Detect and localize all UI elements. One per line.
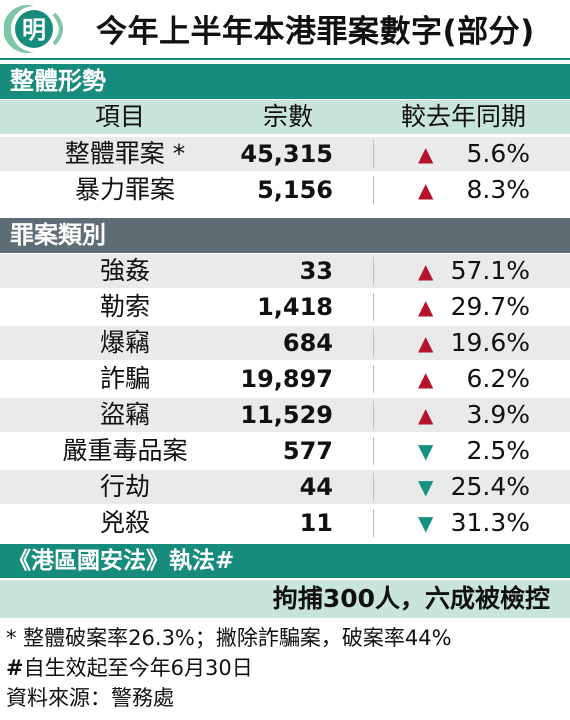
column-divider <box>373 257 374 285</box>
table-row: 勒索 1,418 ▲ 29.7% <box>0 290 570 324</box>
column-divider <box>373 365 374 393</box>
table-row: 強姦 33 ▲ 57.1% <box>0 254 570 288</box>
row-change: 3.9% <box>466 400 530 429</box>
row-count: 45,315 <box>240 140 333 168</box>
triangle-down-icon: ▼ <box>418 511 434 535</box>
triangle-down-icon: ▼ <box>418 475 434 499</box>
row-change: 2.5% <box>466 436 530 465</box>
title-bar: 明 今年上半年本港罪案數字(部分) <box>0 0 570 58</box>
triangle-up-icon: ▲ <box>418 142 434 166</box>
column-divider <box>373 140 374 168</box>
row-count: 19,897 <box>240 365 333 393</box>
table-row: 盜竊 11,529 ▲ 3.9% <box>0 398 570 432</box>
triangle-down-icon: ▼ <box>418 439 434 463</box>
row-item: 嚴重毒品案 <box>62 436 188 465</box>
column-divider <box>373 401 374 429</box>
row-item: 強姦 <box>99 256 150 285</box>
table-row: 暴力罪案 5,156 ▲ 8.3% <box>0 173 570 207</box>
triangle-up-icon: ▲ <box>418 367 434 391</box>
row-change: 25.4% <box>450 472 530 501</box>
row-item: 盜竊 <box>99 400 150 429</box>
row-count: 5,156 <box>257 176 333 204</box>
ming-pao-logo-icon: 明 <box>4 5 63 53</box>
table-row: 整體罪案 * 45,315 ▲ 5.6% <box>0 137 570 171</box>
security-law-header: 《港區國安法》執法# <box>0 544 570 578</box>
row-item: 暴力罪案 <box>74 175 175 204</box>
triangle-up-icon: ▲ <box>418 259 434 283</box>
row-change: 6.2% <box>466 364 530 393</box>
column-headers: 項目 宗數 較去年同期 <box>0 100 570 134</box>
row-count: 684 <box>282 329 333 357</box>
footnote-mark: # <box>6 656 24 680</box>
column-divider <box>373 176 374 204</box>
row-change: 57.1% <box>450 256 530 285</box>
footnote-clearance-rate: * 整體破案率26.3%；撇除詐騙案，破案率44% <box>6 626 452 650</box>
triangle-up-icon: ▲ <box>418 331 434 355</box>
column-header-item: 項目 <box>95 102 146 131</box>
row-count: 11,529 <box>240 401 333 429</box>
footnote-effective-text: 自生效起至今年6月30日 <box>23 656 253 680</box>
row-change: 31.3% <box>450 508 530 537</box>
column-divider <box>373 329 374 357</box>
table-row: 爆竊 684 ▲ 19.6% <box>0 326 570 360</box>
row-count: 1,418 <box>257 293 333 321</box>
column-header-change: 較去年同期 <box>401 102 527 131</box>
triangle-up-icon: ▲ <box>418 178 434 202</box>
row-count: 44 <box>299 473 333 501</box>
row-change: 29.7% <box>450 292 530 321</box>
row-count: 33 <box>299 257 333 285</box>
table-row: 詐騙 19,897 ▲ 6.2% <box>0 362 570 396</box>
row-item: 爆竊 <box>99 328 150 357</box>
section-header-overall: 整體形勢 <box>0 64 570 99</box>
table-row: 行劫 44 ▼ 25.4% <box>0 470 570 504</box>
security-law-body: 拘捕300人，六成被檢控 <box>0 580 570 618</box>
column-divider <box>373 473 374 501</box>
table-row: 兇殺 11 ▼ 31.3% <box>0 506 570 540</box>
row-change: 19.6% <box>450 328 530 357</box>
logo-char: 明 <box>22 16 46 44</box>
row-change: 8.3% <box>466 175 530 204</box>
row-item: 兇殺 <box>99 508 150 537</box>
column-divider <box>373 293 374 321</box>
footnote-source: 資料來源：警務處 <box>6 686 174 710</box>
row-item: 行劫 <box>99 472 150 501</box>
column-divider <box>373 437 374 465</box>
row-item: 勒索 <box>99 292 150 321</box>
column-header-count: 宗數 <box>263 102 314 131</box>
footnote-effective-period: #自生效起至今年6月30日 <box>6 652 253 682</box>
row-item: 整體罪案 * <box>64 139 186 168</box>
column-divider <box>373 509 374 537</box>
section-header-categories: 罪案類別 <box>0 218 570 253</box>
table-row: 嚴重毒品案 577 ▼ 2.5% <box>0 434 570 468</box>
row-count: 11 <box>299 509 333 537</box>
page-title: 今年上半年本港罪案數字(部分) <box>96 14 535 50</box>
triangle-up-icon: ▲ <box>418 295 434 319</box>
triangle-up-icon: ▲ <box>418 403 434 427</box>
title-divider <box>0 58 570 60</box>
row-item: 詐騙 <box>99 364 150 393</box>
row-change: 5.6% <box>466 139 530 168</box>
row-count: 577 <box>282 437 333 465</box>
